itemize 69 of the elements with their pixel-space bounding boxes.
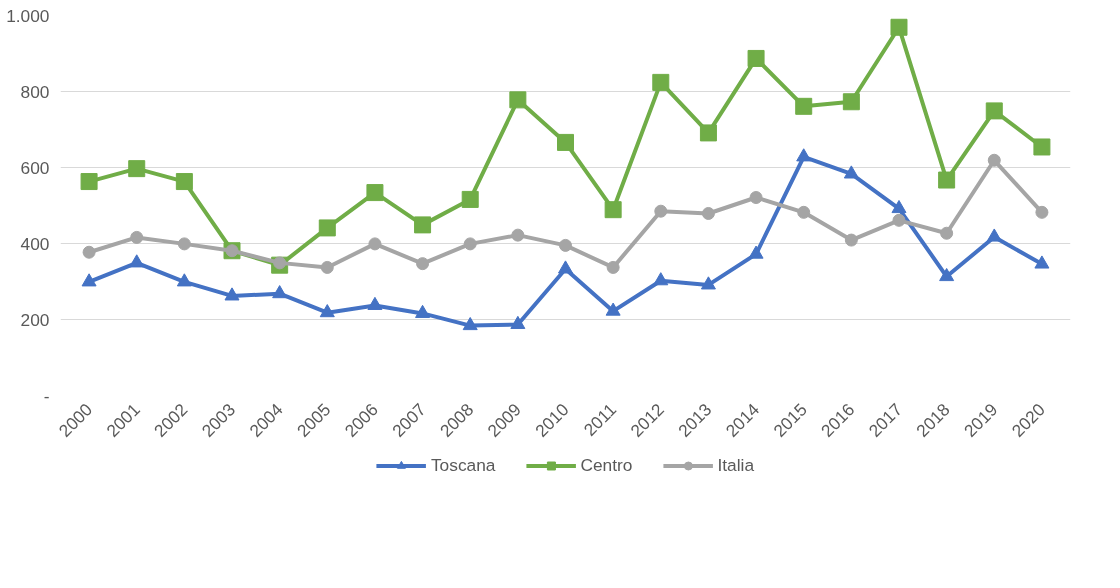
point [414,216,432,234]
point [938,171,956,189]
point [1033,138,1051,156]
point [699,124,717,142]
point [461,190,479,208]
point [416,257,430,271]
point [129,254,145,268]
point [890,18,908,36]
point [130,230,144,244]
point [748,245,764,259]
point [795,97,813,115]
legend-label: Italia [717,454,755,476]
point [176,273,192,287]
point [797,205,811,219]
point [462,317,478,331]
y-tick-label: 400 [20,233,50,254]
point [82,245,96,259]
point [701,206,715,220]
point [559,238,572,252]
point [557,133,574,151]
point [606,260,620,274]
point [273,256,287,270]
y-tick-label: 800 [20,81,50,102]
point [796,148,812,162]
point [842,93,860,111]
point [987,153,1001,167]
point [605,302,621,316]
point [80,173,98,191]
point [366,184,384,202]
point [749,191,763,205]
y-tick-label: 200 [20,309,50,330]
point [511,228,525,242]
point [604,201,622,219]
point [509,91,527,109]
point [939,267,955,282]
point [1034,255,1050,269]
legend-label: Toscana [430,454,496,476]
point [700,276,716,290]
point [843,165,859,179]
point [510,315,526,329]
point [654,204,668,218]
point [128,160,146,178]
point [368,237,382,251]
point [940,226,954,240]
point [985,102,1003,120]
y-tick-label: 1.000 [6,5,50,26]
point [318,219,336,237]
point [224,287,240,301]
point [415,304,431,318]
point [844,233,858,247]
point [320,260,334,274]
point [892,213,906,227]
point [1035,205,1049,219]
point [319,304,335,318]
point [652,73,670,91]
point [558,260,573,274]
y-tick-label: - [43,385,50,406]
y-tick-label: 600 [20,157,50,178]
point [747,49,765,67]
legend-label: Centro [580,454,633,476]
point [653,272,669,286]
point [272,285,288,299]
point [463,237,477,251]
point [175,173,193,191]
point [81,273,97,287]
point [986,228,1002,242]
point [891,199,907,214]
point [177,237,191,251]
point [367,296,383,310]
